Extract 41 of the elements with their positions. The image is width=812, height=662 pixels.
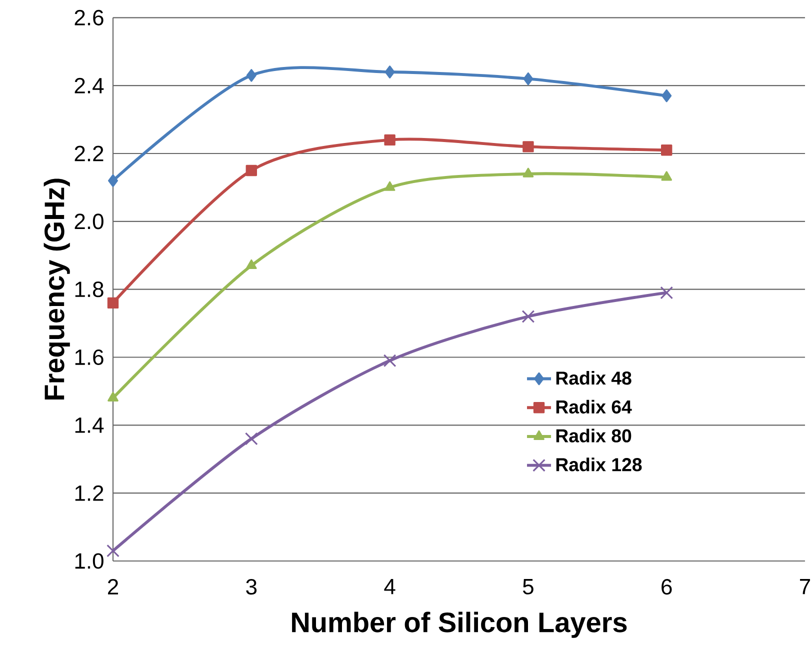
y-tick-label: 1.2 xyxy=(75,485,104,501)
y-tick-label: 1.0 xyxy=(75,553,104,569)
point xyxy=(661,144,672,156)
y-tick-label: 2.4 xyxy=(74,78,104,94)
point xyxy=(108,174,118,188)
point xyxy=(244,432,258,446)
point xyxy=(661,171,672,181)
point xyxy=(108,392,118,402)
point xyxy=(522,141,534,152)
point xyxy=(522,168,534,178)
x-tick-label: 7 xyxy=(800,579,810,594)
point xyxy=(246,259,257,270)
point xyxy=(246,164,258,176)
legend-label: Radix 80 xyxy=(556,428,632,442)
point xyxy=(383,354,396,368)
point xyxy=(522,310,535,323)
point xyxy=(662,89,672,102)
point xyxy=(523,72,534,86)
point xyxy=(660,286,674,300)
x-tick-label: 4 xyxy=(384,579,396,594)
point xyxy=(246,68,256,82)
point xyxy=(384,181,396,191)
point xyxy=(106,544,120,558)
legend-label: Radix 48 xyxy=(556,371,632,385)
y-tick-label: 1.6 xyxy=(75,349,104,366)
point xyxy=(107,297,119,309)
x-axis-title: Number of Silicon Layers xyxy=(292,612,627,638)
point xyxy=(384,134,396,146)
y-axis-title: Frequency (GHz) xyxy=(44,178,70,400)
x-tick-label: 5 xyxy=(522,579,534,594)
legend-label: Radix 64 xyxy=(556,400,632,414)
y-tick-label: 2.6 xyxy=(74,10,104,26)
y-tick-label: 1.4 xyxy=(75,418,104,433)
x-tick-label: 3 xyxy=(246,579,257,595)
x-tick-label: 2 xyxy=(108,579,118,594)
legend-label: Radix 128 xyxy=(556,458,642,472)
y-tick-label: 2.2 xyxy=(74,146,104,162)
y-tick-label: 1.8 xyxy=(75,282,104,298)
point xyxy=(384,66,395,78)
x-tick-label: 6 xyxy=(662,579,672,595)
y-tick-label: 2.0 xyxy=(74,214,104,230)
